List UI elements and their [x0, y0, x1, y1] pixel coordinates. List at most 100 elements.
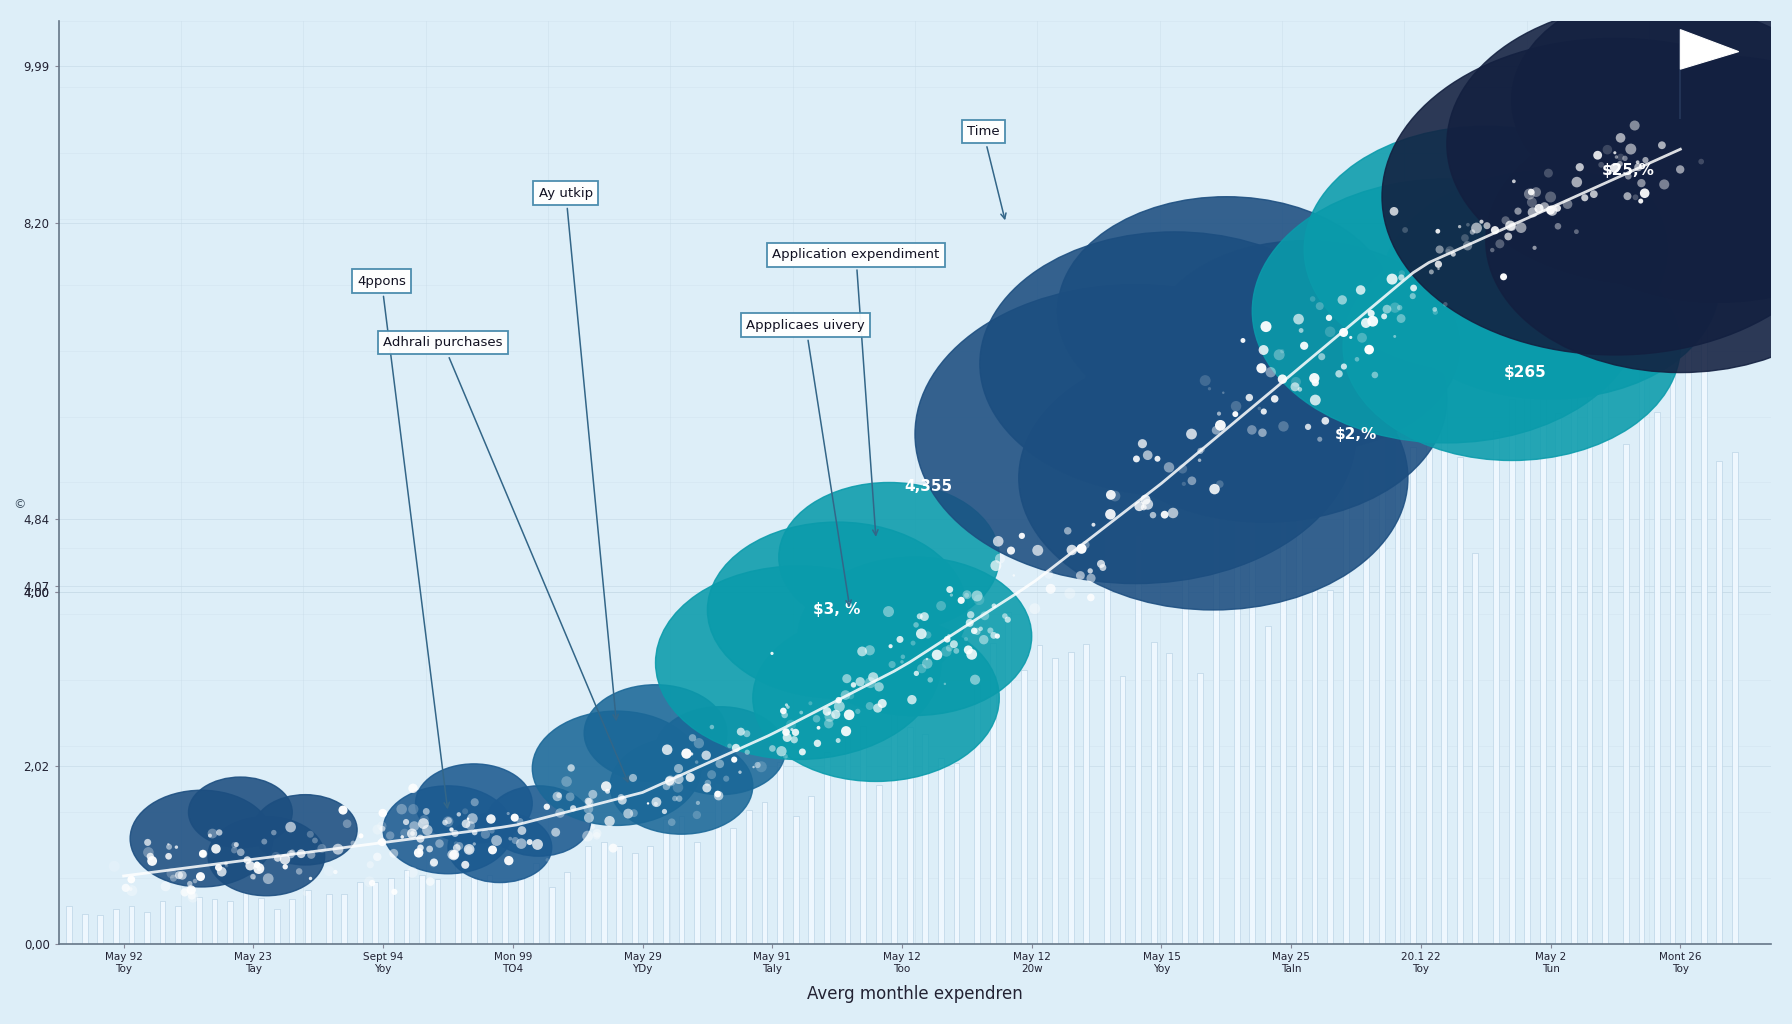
Point	[1538, 203, 1566, 219]
Point	[1097, 486, 1125, 503]
Point	[1421, 301, 1450, 317]
Bar	[1380, 353, 1385, 944]
Point	[443, 840, 471, 856]
Text: Appplicaes uivery: Appplicaes uivery	[745, 318, 866, 605]
Point	[1514, 185, 1543, 202]
Point	[1315, 309, 1344, 326]
Point	[409, 815, 437, 831]
Point	[771, 749, 799, 765]
Point	[1613, 188, 1641, 205]
Point	[1177, 426, 1206, 442]
Point	[934, 631, 962, 647]
Bar	[1638, 354, 1645, 944]
Point	[1133, 497, 1161, 513]
Point	[1281, 374, 1310, 390]
Point	[457, 817, 486, 834]
Point	[831, 723, 860, 739]
Point	[240, 870, 269, 887]
Point	[262, 848, 290, 864]
Point	[964, 592, 993, 608]
Point	[969, 632, 998, 648]
Point	[591, 778, 620, 795]
Point	[195, 827, 224, 844]
Point	[1425, 256, 1453, 272]
Point	[459, 810, 487, 826]
Point	[781, 724, 810, 740]
Point	[296, 870, 324, 887]
Bar	[1120, 676, 1125, 944]
Bar	[715, 783, 720, 944]
Point	[677, 745, 706, 762]
Point	[425, 836, 453, 852]
Circle shape	[253, 795, 357, 865]
Point	[176, 876, 204, 892]
Point	[1245, 400, 1274, 417]
Point	[769, 702, 797, 719]
Point	[1265, 346, 1294, 362]
Point	[547, 805, 575, 821]
Point	[758, 645, 787, 662]
Point	[1360, 367, 1389, 383]
Bar	[534, 863, 539, 944]
Point	[1138, 507, 1167, 523]
Bar	[289, 899, 296, 944]
Point	[523, 837, 552, 853]
Point	[993, 611, 1021, 628]
Point	[966, 621, 995, 637]
Point	[595, 813, 624, 829]
Point	[776, 717, 805, 733]
Circle shape	[797, 557, 1032, 716]
Point	[1611, 151, 1640, 167]
Point	[912, 655, 941, 672]
Bar	[518, 879, 523, 944]
Point	[532, 799, 561, 815]
Bar	[326, 894, 332, 944]
Bar	[357, 882, 362, 944]
Point	[500, 809, 529, 825]
Point	[1348, 330, 1376, 346]
Text: $3, %: $3, %	[814, 602, 860, 617]
Circle shape	[532, 711, 701, 825]
Point	[439, 847, 468, 863]
Point	[935, 582, 964, 598]
Point	[1579, 186, 1607, 203]
Point	[1647, 137, 1676, 154]
Point	[444, 806, 473, 822]
Point	[1478, 242, 1507, 258]
Point	[1536, 202, 1564, 218]
Point	[516, 834, 545, 850]
Point	[1496, 217, 1525, 233]
Point	[507, 836, 536, 852]
Point	[170, 884, 199, 900]
Point	[249, 834, 278, 850]
Point	[1131, 492, 1159, 508]
Point	[1378, 271, 1407, 288]
Circle shape	[1446, 3, 1792, 285]
Point	[661, 791, 690, 807]
Point	[111, 880, 140, 896]
Point	[771, 707, 799, 723]
Point	[697, 766, 726, 782]
Point	[1143, 451, 1172, 467]
Point	[453, 811, 482, 827]
Point	[1330, 325, 1358, 341]
Point	[740, 759, 769, 775]
Point	[1357, 305, 1385, 322]
Point	[1066, 567, 1095, 584]
Bar	[1134, 536, 1142, 944]
Point	[276, 819, 305, 836]
Point	[391, 825, 419, 842]
Point	[452, 815, 480, 831]
Circle shape	[656, 707, 785, 795]
Text: $25,%: $25,%	[1602, 163, 1654, 178]
Bar	[419, 874, 425, 944]
Bar	[1493, 430, 1500, 944]
Point	[907, 660, 935, 677]
Point	[652, 741, 681, 758]
Point	[1570, 189, 1598, 206]
Point	[1222, 398, 1251, 415]
Point	[400, 801, 428, 817]
Point	[100, 858, 129, 874]
Point	[726, 724, 754, 740]
Point	[977, 623, 1005, 639]
